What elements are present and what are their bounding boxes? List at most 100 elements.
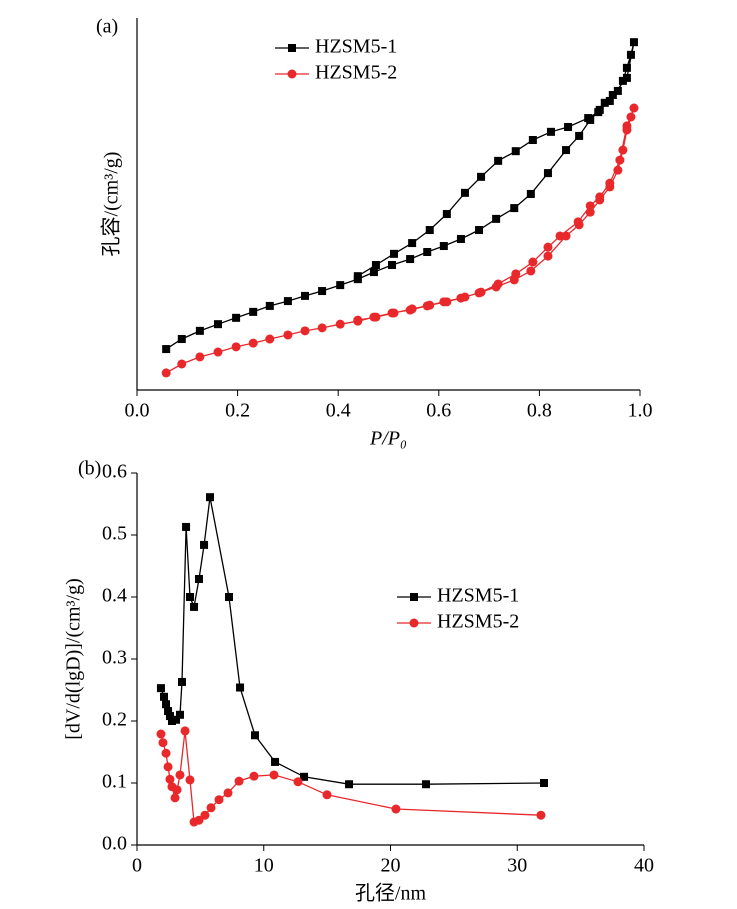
marker	[225, 593, 234, 601]
marker	[622, 121, 632, 131]
marker	[200, 540, 209, 549]
series-line	[165, 42, 635, 350]
marker	[584, 114, 593, 123]
marker	[172, 715, 181, 724]
x-tick-label: 0.2	[225, 400, 250, 422]
marker	[271, 757, 280, 766]
marker	[249, 771, 259, 781]
marker	[322, 790, 332, 800]
marker	[608, 91, 617, 100]
marker	[162, 700, 171, 709]
marker	[371, 312, 381, 322]
panel-label: (a)	[96, 16, 118, 38]
y-tick-label: 0.4	[102, 585, 127, 607]
marker	[156, 729, 166, 739]
marker	[165, 712, 174, 721]
legend-marker	[410, 593, 418, 601]
marker	[460, 188, 469, 197]
marker	[195, 326, 204, 335]
marker	[165, 774, 175, 784]
marker	[223, 788, 233, 798]
marker	[626, 112, 636, 122]
marker	[425, 300, 435, 310]
marker	[406, 255, 415, 264]
marker	[622, 73, 631, 82]
marker	[162, 345, 171, 354]
y-axis-label: 孔容/(cm³/g)	[100, 152, 123, 257]
marker	[269, 770, 279, 780]
x-tick-label: 10	[254, 855, 274, 877]
marker	[345, 780, 354, 789]
marker	[206, 803, 216, 813]
marker	[177, 359, 187, 369]
x-axis-label: 孔径/nm	[355, 882, 427, 905]
marker	[213, 320, 222, 329]
marker	[177, 335, 186, 344]
marker	[185, 593, 194, 601]
marker	[390, 249, 399, 258]
series-line	[160, 497, 545, 785]
marker	[594, 108, 603, 117]
x-tick-label: 40	[634, 855, 654, 877]
marker	[161, 368, 171, 378]
marker	[615, 155, 625, 165]
marker	[511, 269, 521, 279]
marker	[407, 304, 417, 314]
marker	[600, 98, 609, 107]
marker	[231, 342, 241, 352]
x-tick-label: 0.0	[125, 400, 150, 422]
marker	[336, 281, 345, 290]
marker	[158, 738, 168, 748]
marker	[425, 226, 434, 235]
marker	[456, 234, 465, 243]
marker	[585, 201, 595, 211]
marker	[300, 326, 310, 336]
series-line	[165, 107, 635, 374]
marker	[585, 207, 595, 217]
marker	[421, 780, 430, 789]
y-tick-label: 0.1	[102, 771, 127, 793]
marker	[562, 146, 571, 155]
marker	[605, 178, 615, 188]
marker	[369, 268, 378, 277]
x-tick-label: 0.4	[326, 400, 351, 422]
marker	[564, 122, 573, 131]
marker	[622, 63, 631, 72]
marker	[161, 748, 171, 758]
marker	[626, 50, 635, 59]
marker	[185, 775, 195, 785]
marker	[251, 731, 260, 740]
marker	[159, 692, 168, 701]
marker	[408, 239, 417, 248]
marker	[528, 257, 538, 267]
marker	[389, 308, 399, 318]
marker	[511, 147, 520, 156]
marker	[493, 279, 503, 289]
marker	[492, 214, 501, 223]
x-tick-label: 0	[132, 855, 142, 877]
marker	[543, 242, 553, 252]
marker	[236, 683, 245, 692]
marker	[595, 192, 605, 202]
marker	[248, 338, 258, 348]
x-tick-label: 1.0	[628, 400, 653, 422]
marker	[526, 266, 536, 276]
marker	[167, 717, 176, 725]
x-tick-label: 0.8	[527, 400, 552, 422]
marker	[164, 707, 173, 716]
marker	[618, 145, 628, 155]
marker	[629, 38, 638, 47]
marker	[460, 292, 470, 302]
marker	[353, 272, 362, 281]
marker	[573, 217, 583, 227]
marker	[526, 189, 535, 198]
marker	[300, 772, 309, 781]
marker	[335, 319, 345, 329]
marker	[629, 103, 639, 113]
y-tick-label: 0.0	[102, 833, 127, 855]
legend-label: HZSM5-1	[437, 585, 519, 607]
marker	[388, 261, 397, 270]
marker	[442, 210, 451, 219]
